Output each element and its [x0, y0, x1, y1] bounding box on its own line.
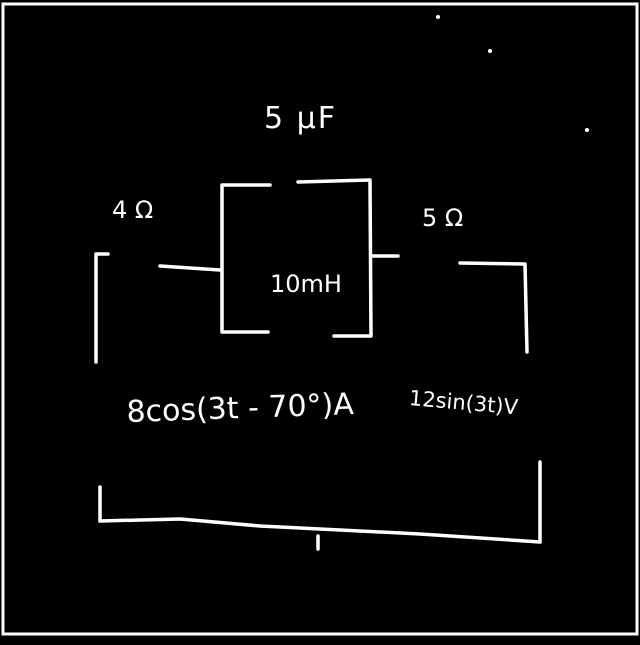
left-terminal-wire — [94, 252, 110, 364]
wire-4ohm-to-block — [158, 264, 222, 272]
current-source-label: 8cos(3t - 70°)A — [125, 387, 355, 430]
speck — [436, 15, 440, 19]
parallel-block-left — [220, 183, 272, 334]
frame-border — [1, 2, 639, 636]
resistor-right-label: 5 Ω — [422, 204, 464, 232]
capacitor-label: 5 μF — [264, 101, 337, 136]
bottom-wire — [98, 517, 542, 544]
speck — [488, 49, 492, 53]
right-terminal-wire — [458, 261, 529, 354]
parallel-block-right — [296, 178, 373, 338]
inductor-label: 10mH — [270, 270, 342, 298]
resistor-left-label: 4 Ω — [112, 196, 154, 224]
speck — [585, 128, 589, 132]
